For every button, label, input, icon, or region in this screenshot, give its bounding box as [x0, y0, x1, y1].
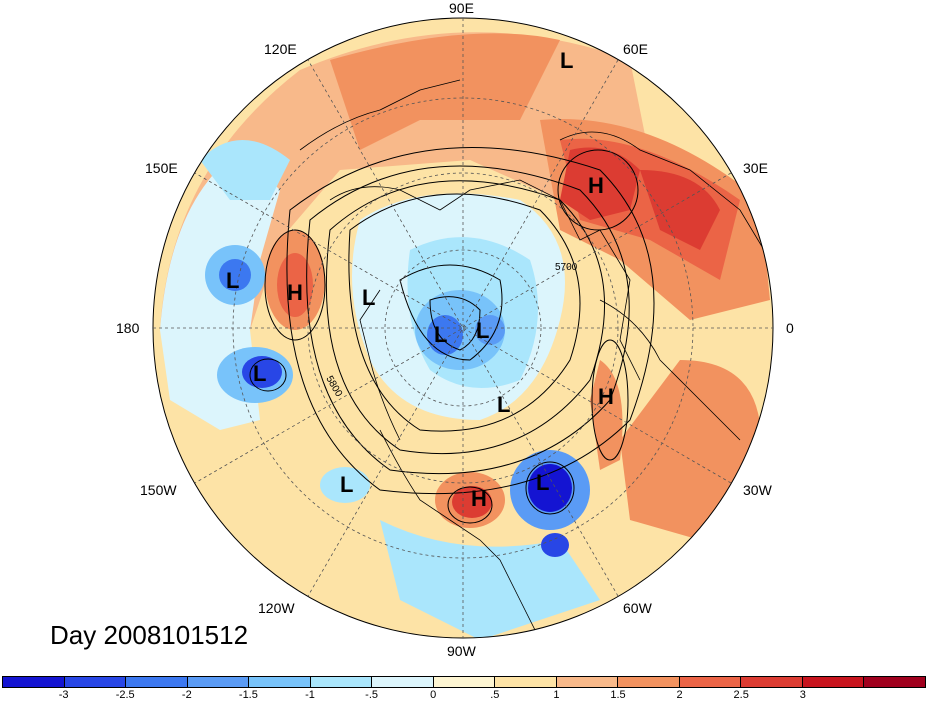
- colorbar-tick-label: 2.5: [733, 689, 749, 701]
- colorbar-tick-label: -.5: [365, 689, 379, 701]
- lon-label-30w: 30W: [743, 482, 772, 498]
- low-center-marker: L: [434, 322, 447, 347]
- lon-label-30e: 30E: [743, 160, 768, 176]
- graticule: [152, 17, 774, 639]
- lon-label-90e: 90E: [449, 0, 474, 16]
- colorbar-swatch: [310, 677, 373, 687]
- high-center-marker: H: [471, 486, 487, 511]
- low-center-marker: L: [253, 361, 266, 386]
- low-center-marker: L: [497, 392, 510, 417]
- colorbar-swatch: [556, 677, 619, 687]
- lon-label-0: 0: [786, 320, 794, 336]
- colorbar-swatch: [64, 677, 127, 687]
- high-center-marker: H: [287, 280, 303, 305]
- colorbar-swatch: [372, 677, 434, 687]
- colorbar-tick-label: -1: [305, 689, 315, 701]
- low-center-marker: L: [340, 472, 353, 497]
- colorbar-tick-label: 1.5: [610, 689, 626, 701]
- low-center-marker: L: [362, 285, 375, 310]
- colorbar-swatch: [495, 677, 557, 687]
- lon-label-60e: 60E: [623, 41, 648, 57]
- low-center-marker: L: [226, 268, 239, 293]
- colorbar-tick-label: 0: [430, 689, 437, 701]
- colorbar-tick-label: -1.5: [238, 689, 258, 701]
- lon-label-90w: 90W: [447, 643, 476, 659]
- contour-label-5700: 5700: [555, 262, 578, 273]
- colorbar-tick-label: .5: [490, 689, 500, 701]
- low-center-marker: L: [536, 470, 549, 495]
- colorbar-swatch: [741, 677, 803, 687]
- high-center-marker: H: [598, 384, 614, 409]
- lon-label-180: 180: [116, 320, 140, 336]
- colorbar-tick-label: -2: [181, 689, 192, 701]
- colorbar: [2, 676, 926, 688]
- lon-label-150w: 150W: [140, 482, 177, 498]
- low-center-marker: L: [476, 318, 489, 343]
- colorbar-tick-label: -2.5: [115, 689, 135, 701]
- lon-label-120w: 120W: [258, 600, 295, 616]
- date-title: Day 2008101512: [50, 620, 249, 650]
- low-center-marker: L: [560, 48, 573, 73]
- colorbar-tick-label: 1: [553, 689, 560, 701]
- lon-label-120e: 120E: [264, 41, 297, 57]
- lon-label-60w: 60W: [623, 600, 652, 616]
- colorbar-swatch: [679, 677, 742, 687]
- colorbar-swatch: [864, 677, 925, 687]
- colorbar-swatch: [3, 677, 65, 687]
- colorbar-swatch: [802, 677, 865, 687]
- colorbar-swatch: [187, 677, 250, 687]
- contours: [249, 147, 655, 524]
- colorbar-swatch: [249, 677, 311, 687]
- colorbar-tick-label: 2: [676, 689, 683, 701]
- lon-label-150e: 150E: [145, 160, 178, 176]
- pressure-centers: L H L H L L L L L H L L H: [226, 48, 614, 511]
- colorbar-swatch: [126, 677, 188, 687]
- high-center-marker: H: [588, 173, 604, 198]
- colorbar-swatch: [618, 677, 680, 687]
- colorbar-tick-label: -3: [58, 689, 69, 701]
- colorbar-tick-label: 3: [799, 689, 806, 701]
- colorbar-swatch: [433, 677, 496, 687]
